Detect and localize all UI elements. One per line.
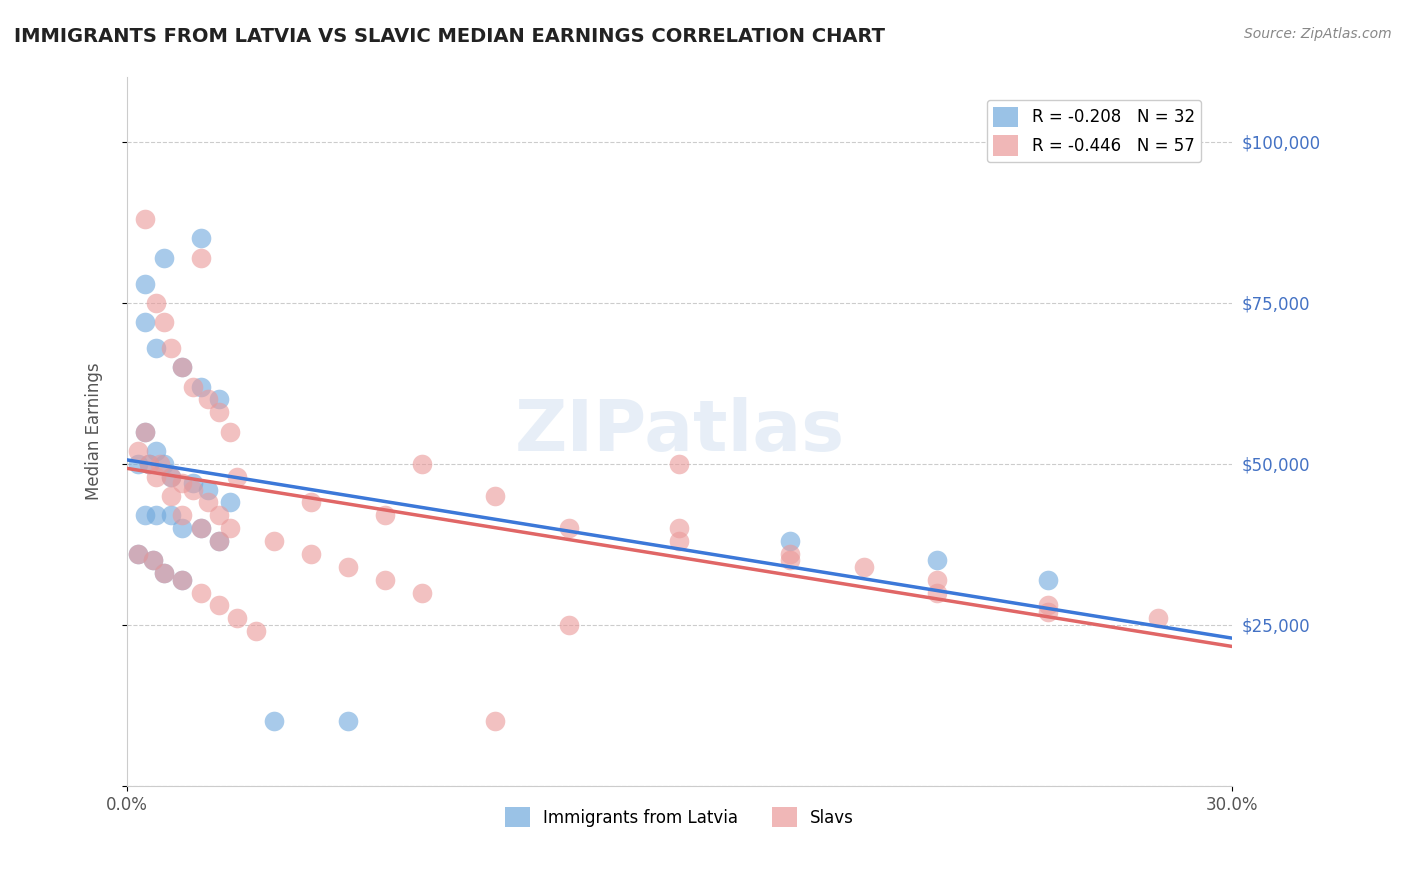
Point bbox=[852, 559, 875, 574]
Point bbox=[336, 714, 359, 729]
Point bbox=[197, 483, 219, 497]
Text: Source: ZipAtlas.com: Source: ZipAtlas.com bbox=[1244, 27, 1392, 41]
Point bbox=[152, 315, 174, 329]
Point bbox=[374, 508, 396, 523]
Point bbox=[558, 521, 581, 535]
Point bbox=[190, 379, 212, 393]
Point bbox=[927, 585, 949, 599]
Point bbox=[134, 425, 156, 439]
Point bbox=[172, 360, 194, 375]
Text: ZIPatlas: ZIPatlas bbox=[515, 397, 845, 467]
Point bbox=[160, 469, 183, 483]
Point bbox=[226, 469, 249, 483]
Legend: Immigrants from Latvia, Slavs: Immigrants from Latvia, Slavs bbox=[498, 800, 860, 834]
Point bbox=[127, 457, 149, 471]
Point bbox=[134, 508, 156, 523]
Point bbox=[219, 521, 242, 535]
Point bbox=[138, 457, 160, 471]
Text: IMMIGRANTS FROM LATVIA VS SLAVIC MEDIAN EARNINGS CORRELATION CHART: IMMIGRANTS FROM LATVIA VS SLAVIC MEDIAN … bbox=[14, 27, 884, 45]
Point bbox=[145, 295, 167, 310]
Point bbox=[152, 566, 174, 581]
Point bbox=[134, 212, 156, 227]
Point bbox=[172, 360, 194, 375]
Point bbox=[245, 624, 267, 639]
Point bbox=[172, 573, 194, 587]
Point bbox=[160, 489, 183, 503]
Point bbox=[149, 457, 172, 471]
Point bbox=[374, 573, 396, 587]
Point bbox=[152, 251, 174, 265]
Point bbox=[160, 469, 183, 483]
Point bbox=[668, 521, 690, 535]
Point bbox=[927, 573, 949, 587]
Point bbox=[779, 547, 801, 561]
Point bbox=[172, 508, 194, 523]
Point bbox=[138, 457, 160, 471]
Point bbox=[1036, 605, 1059, 619]
Point bbox=[558, 617, 581, 632]
Point bbox=[484, 489, 506, 503]
Point bbox=[160, 341, 183, 355]
Point bbox=[172, 521, 194, 535]
Point bbox=[484, 714, 506, 729]
Point bbox=[145, 508, 167, 523]
Point bbox=[190, 251, 212, 265]
Point bbox=[226, 611, 249, 625]
Point bbox=[668, 457, 690, 471]
Point bbox=[927, 553, 949, 567]
Point bbox=[263, 534, 285, 549]
Point bbox=[190, 585, 212, 599]
Point bbox=[145, 469, 167, 483]
Point bbox=[172, 476, 194, 491]
Point bbox=[190, 521, 212, 535]
Point bbox=[127, 444, 149, 458]
Point bbox=[134, 425, 156, 439]
Point bbox=[411, 457, 433, 471]
Point bbox=[152, 457, 174, 471]
Point bbox=[219, 495, 242, 509]
Point bbox=[1036, 599, 1059, 613]
Point bbox=[172, 573, 194, 587]
Point bbox=[208, 534, 231, 549]
Point bbox=[181, 483, 204, 497]
Point bbox=[779, 553, 801, 567]
Point bbox=[145, 444, 167, 458]
Point bbox=[152, 566, 174, 581]
Point bbox=[134, 315, 156, 329]
Point bbox=[779, 534, 801, 549]
Point bbox=[190, 521, 212, 535]
Point bbox=[142, 553, 165, 567]
Point bbox=[208, 405, 231, 419]
Point bbox=[263, 714, 285, 729]
Point bbox=[208, 534, 231, 549]
Point bbox=[197, 495, 219, 509]
Point bbox=[127, 547, 149, 561]
Point bbox=[181, 476, 204, 491]
Point bbox=[1036, 573, 1059, 587]
Y-axis label: Median Earnings: Median Earnings bbox=[86, 363, 103, 500]
Point bbox=[134, 277, 156, 291]
Point bbox=[142, 553, 165, 567]
Point bbox=[160, 508, 183, 523]
Point bbox=[197, 392, 219, 407]
Point bbox=[299, 495, 322, 509]
Point bbox=[208, 392, 231, 407]
Point bbox=[190, 231, 212, 245]
Point bbox=[411, 585, 433, 599]
Point bbox=[336, 559, 359, 574]
Point bbox=[181, 379, 204, 393]
Point bbox=[1147, 611, 1170, 625]
Point bbox=[145, 341, 167, 355]
Point bbox=[668, 534, 690, 549]
Point bbox=[127, 547, 149, 561]
Point bbox=[208, 599, 231, 613]
Point bbox=[219, 425, 242, 439]
Point bbox=[299, 547, 322, 561]
Point bbox=[208, 508, 231, 523]
